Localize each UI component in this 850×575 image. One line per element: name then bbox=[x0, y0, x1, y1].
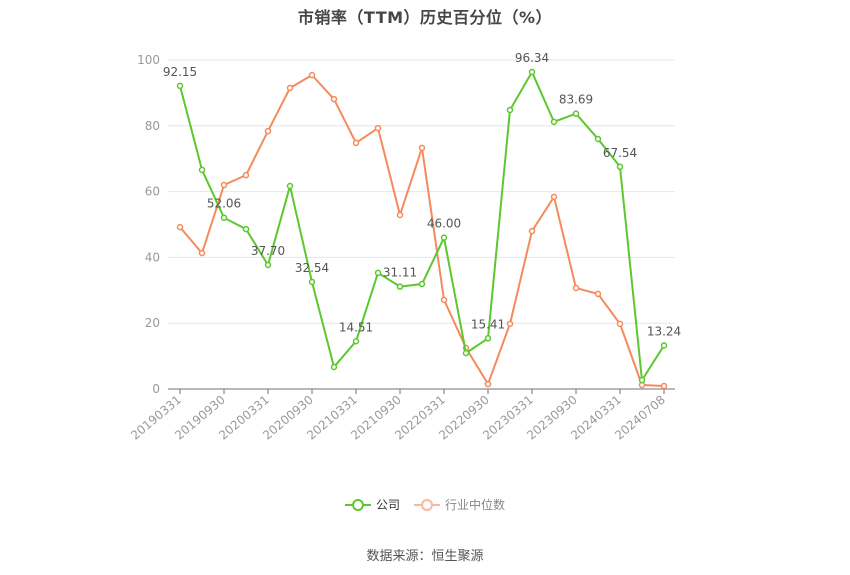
chart-title: 市销率（TTM）历史百分位（%） bbox=[297, 8, 553, 27]
y-tick-label: 40 bbox=[145, 250, 160, 264]
data-point[interactable] bbox=[176, 223, 184, 231]
data-point[interactable] bbox=[374, 124, 382, 132]
series-industry[interactable] bbox=[176, 71, 668, 390]
data-point[interactable] bbox=[550, 118, 558, 126]
data-point[interactable] bbox=[638, 376, 646, 384]
data-label: 83.69 bbox=[559, 93, 593, 107]
data-point[interactable] bbox=[418, 280, 426, 288]
data-point[interactable] bbox=[220, 214, 228, 221]
data-point[interactable] bbox=[572, 110, 580, 117]
x-axis: 2019033120190930202003312020093020210331… bbox=[128, 388, 675, 443]
data-point[interactable] bbox=[396, 211, 404, 219]
legend: 公司 行业中位数 bbox=[0, 496, 850, 513]
series-company[interactable] bbox=[176, 68, 668, 384]
data-label: 31.11 bbox=[383, 266, 417, 280]
data-point[interactable] bbox=[374, 269, 382, 277]
data-point[interactable] bbox=[528, 68, 536, 76]
data-point[interactable] bbox=[176, 82, 184, 90]
data-label: 14.51 bbox=[339, 320, 373, 334]
data-point[interactable] bbox=[330, 95, 338, 103]
data-point[interactable] bbox=[616, 163, 624, 171]
data-source: 数据来源：恒生聚源 bbox=[366, 549, 484, 564]
data-point[interactable] bbox=[308, 71, 316, 79]
data-point[interactable] bbox=[418, 144, 426, 152]
data-point[interactable] bbox=[528, 227, 536, 235]
data-point[interactable] bbox=[308, 278, 316, 286]
data-label: 37.70 bbox=[251, 244, 285, 258]
data-point[interactable] bbox=[264, 127, 272, 135]
data-point[interactable] bbox=[352, 338, 360, 345]
data-label: 15.41 bbox=[471, 317, 505, 331]
data-point[interactable] bbox=[264, 261, 272, 269]
company-line-icon bbox=[344, 498, 371, 511]
data-labels: 92.15 52.06 37.70 32.54 14.51 31.11 46.00 15.41… bbox=[163, 51, 681, 338]
data-label: 67.54 bbox=[603, 146, 637, 160]
data-point[interactable] bbox=[506, 320, 514, 328]
data-point[interactable] bbox=[660, 382, 668, 390]
y-axis: 0 20 40 60 80 100 bbox=[137, 53, 160, 396]
data-point[interactable] bbox=[396, 283, 404, 290]
data-point[interactable] bbox=[484, 335, 492, 342]
data-point[interactable] bbox=[198, 166, 206, 174]
data-label: 96.34 bbox=[515, 51, 549, 65]
data-point[interactable] bbox=[220, 181, 228, 189]
data-point[interactable] bbox=[286, 182, 294, 190]
y-tick-label: 100 bbox=[137, 53, 160, 67]
y-tick-label: 0 bbox=[152, 382, 160, 396]
data-point[interactable] bbox=[440, 234, 448, 241]
line-chart: 0 20 40 60 80 100 201903312019093020200331202… bbox=[128, 51, 681, 443]
data-point[interactable] bbox=[286, 84, 294, 92]
grid-lines bbox=[168, 59, 675, 324]
legend-item-industry[interactable]: 行业中位数 bbox=[414, 496, 505, 513]
data-label: 92.15 bbox=[163, 65, 197, 79]
data-point[interactable] bbox=[198, 249, 206, 257]
data-point[interactable] bbox=[330, 363, 338, 371]
data-label: 32.54 bbox=[295, 261, 329, 275]
data-point[interactable] bbox=[352, 139, 360, 147]
data-point[interactable] bbox=[550, 193, 558, 201]
data-label: 46.00 bbox=[427, 217, 461, 231]
data-point[interactable] bbox=[462, 349, 470, 357]
y-tick-label: 80 bbox=[145, 119, 160, 133]
legend-label-industry: 行业中位数 bbox=[445, 498, 506, 512]
data-point[interactable] bbox=[572, 284, 580, 292]
data-point[interactable] bbox=[594, 290, 602, 298]
legend-label-company: 公司 bbox=[375, 498, 400, 512]
data-point[interactable] bbox=[242, 225, 250, 233]
data-label: 52.06 bbox=[207, 197, 241, 211]
data-point[interactable] bbox=[484, 380, 492, 388]
data-point[interactable] bbox=[594, 135, 602, 143]
data-point[interactable] bbox=[616, 320, 624, 328]
data-point[interactable] bbox=[506, 106, 514, 114]
data-point[interactable] bbox=[242, 171, 250, 179]
y-tick-label: 20 bbox=[145, 316, 160, 330]
legend-item-company[interactable]: 公司 bbox=[344, 496, 400, 513]
data-point[interactable] bbox=[660, 342, 668, 349]
industry-line-icon bbox=[414, 498, 440, 511]
data-point[interactable] bbox=[440, 296, 448, 304]
y-tick-label: 60 bbox=[145, 185, 160, 199]
data-label: 13.24 bbox=[647, 324, 681, 338]
